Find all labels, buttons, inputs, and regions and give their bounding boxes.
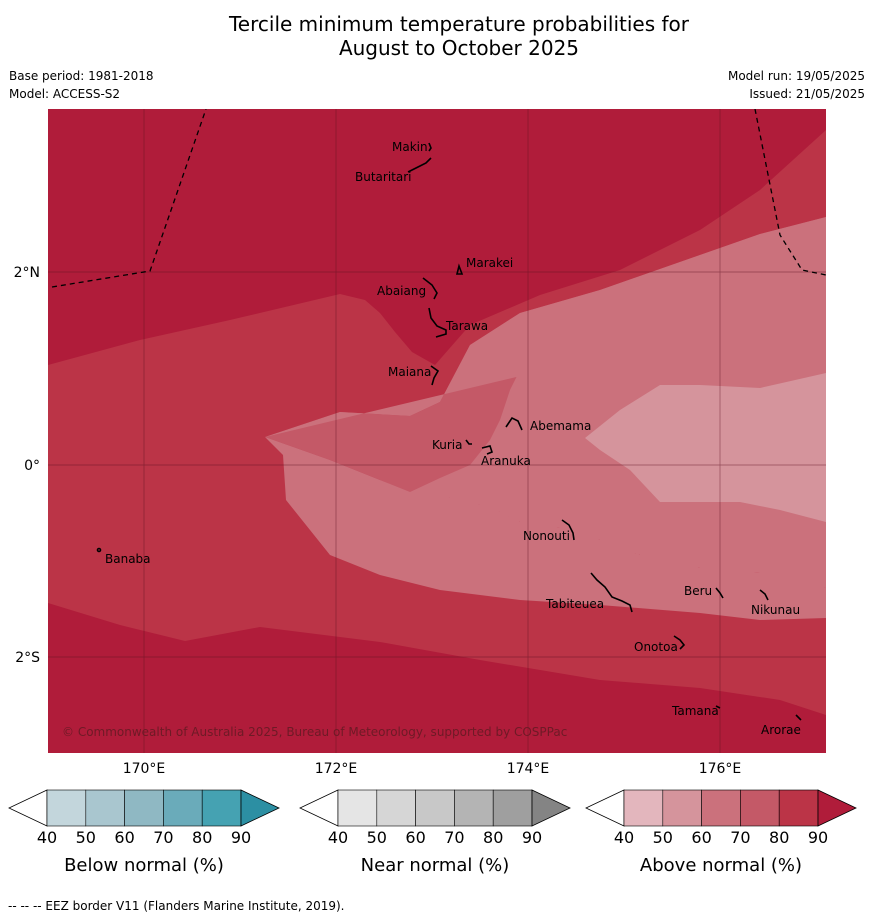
colorbar-below-segment (163, 789, 203, 827)
island-label-abaiang: Abaiang (377, 284, 426, 298)
colorbar-near-tick: 50 (367, 828, 387, 847)
colorbar-near-segment (492, 789, 533, 827)
island-label-maiana: Maiana (388, 365, 431, 379)
meta-right: Model run: 19/05/2025 Issued: 21/05/2025 (728, 67, 865, 103)
model-name: Model: ACCESS-S2 (9, 87, 121, 101)
colorbar-above-tick: 40 (614, 828, 634, 847)
island-label-kuria: Kuria (432, 438, 463, 452)
latitude-labels: 2°N 0° 2°S (14, 265, 41, 666)
colorbar-above-arrow-high (817, 789, 857, 827)
island-label-aranuka: Aranuka (481, 454, 531, 468)
island-labels: Makin Butaritari Marakei Abaiang Tarawa … (105, 140, 801, 737)
colorbar-below-tick: 50 (76, 828, 96, 847)
island-label-tabiteuea: Tabiteuea (545, 597, 604, 611)
colorbar-below-segment (201, 789, 242, 827)
map-panel: Makin Butaritari Marakei Abaiang Tarawa … (48, 109, 826, 753)
island-label-onotoa: Onotoa (634, 640, 678, 654)
colorbar-below-segment (85, 789, 125, 827)
island-label-tamana: Tamana (671, 704, 719, 718)
colorbar-near-title: Near normal (%) (361, 855, 510, 876)
model-run: Model run: 19/05/2025 (727, 69, 865, 83)
colorbar-near-arrow-high (531, 789, 571, 827)
base-period: Base period: 1981-2018 (9, 69, 154, 83)
colorbar-near-tick: 70 (444, 828, 464, 847)
title-line-1: Tercile minimum temperature probabilitie… (228, 12, 690, 36)
island-label-nonouti: Nonouti (523, 529, 570, 543)
colorbar-above-segment (778, 789, 819, 827)
island-label-marakei: Marakei (466, 256, 513, 270)
colorbar-near-segment (376, 789, 416, 827)
lat-label-0: 0° (24, 458, 40, 474)
island-label-tarawa: Tarawa (445, 319, 488, 333)
longitude-labels: 170°E 172°E 174°E 176°E (123, 761, 742, 777)
colorbar-below-tick: 90 (231, 828, 251, 847)
eez-border (51, 109, 826, 288)
lon-label-174e: 174°E (507, 761, 550, 777)
island-label-nikunau: Nikunau (751, 603, 800, 617)
graticule (48, 109, 826, 753)
colorbar-near-tick: 90 (522, 828, 542, 847)
colorbar-below-arrow-low (8, 789, 48, 827)
map-title: Tercile minimum temperature probabilitie… (0, 12, 873, 60)
colorbar-near-segment (454, 789, 494, 827)
eez-source-note: -- -- -- EEZ border V11 (Flanders Marine… (8, 899, 345, 913)
colorbar-above-title: Above normal (%) (640, 855, 802, 876)
colorbar-below-tick: 70 (153, 828, 173, 847)
lon-label-176e: 176°E (699, 761, 742, 777)
lon-label-172e: 172°E (315, 761, 358, 777)
title-line-2: August to October 2025 (338, 36, 580, 60)
island-outlines (96, 142, 802, 721)
colorbar-above-segment (701, 789, 741, 827)
island-label-butaritari: Butaritari (355, 170, 412, 184)
colorbar-below-title: Below normal (%) (64, 855, 224, 876)
colorbar-below-segment (46, 789, 87, 827)
colorbar-above-tick: 70 (730, 828, 750, 847)
colorbar-above-tick: 90 (808, 828, 828, 847)
island-label-banaba: Banaba (105, 552, 151, 566)
colorbar-near-segment (337, 789, 378, 827)
prob-band-50 (585, 373, 826, 522)
colorbar-near-arrow-low (299, 789, 339, 827)
meta-left: Base period: 1981-2018 Model: ACCESS-S2 (9, 67, 154, 103)
lon-label-170e: 170°E (123, 761, 166, 777)
colorbar-near-tick: 40 (328, 828, 348, 847)
colorbar-below-tick: 40 (37, 828, 57, 847)
copyright-notice: © Commonwealth of Australia 2025, Bureau… (62, 725, 567, 739)
colorbar-above-tick: 80 (769, 828, 789, 847)
colorbar-above-tick: 60 (691, 828, 711, 847)
colorbar-below-arrow-high (240, 789, 280, 827)
colorbar-near-tick: 60 (405, 828, 425, 847)
colorbar-near-segment (415, 789, 455, 827)
island-label-abemama: Abemama (530, 419, 591, 433)
colorbar-near-tick: 80 (483, 828, 503, 847)
lat-label-2n: 2°N (14, 265, 40, 281)
colorbar-below-tick: 80 (192, 828, 212, 847)
colorbar-above-segment (740, 789, 780, 827)
colorbar-below-segment (124, 789, 164, 827)
colorbar-legend: 40 50 60 70 80 90 Below normal (%) 40 50 60 70 80 90… (8, 789, 857, 876)
issued-date: Issued: 21/05/2025 (749, 87, 865, 101)
colorbar-above-arrow-low (585, 789, 625, 827)
colorbar-below-tick: 60 (114, 828, 134, 847)
island-label-beru: Beru (684, 584, 712, 598)
colorbar-above-tick: 50 (653, 828, 673, 847)
island-label-arorae: Arorae (761, 723, 801, 737)
lat-label-2s: 2°S (15, 650, 40, 666)
island-label-makin: Makin (392, 140, 428, 154)
prob-band-60 (265, 217, 826, 620)
colorbar-above-segment (662, 789, 702, 827)
colorbar-above-segment (623, 789, 664, 827)
